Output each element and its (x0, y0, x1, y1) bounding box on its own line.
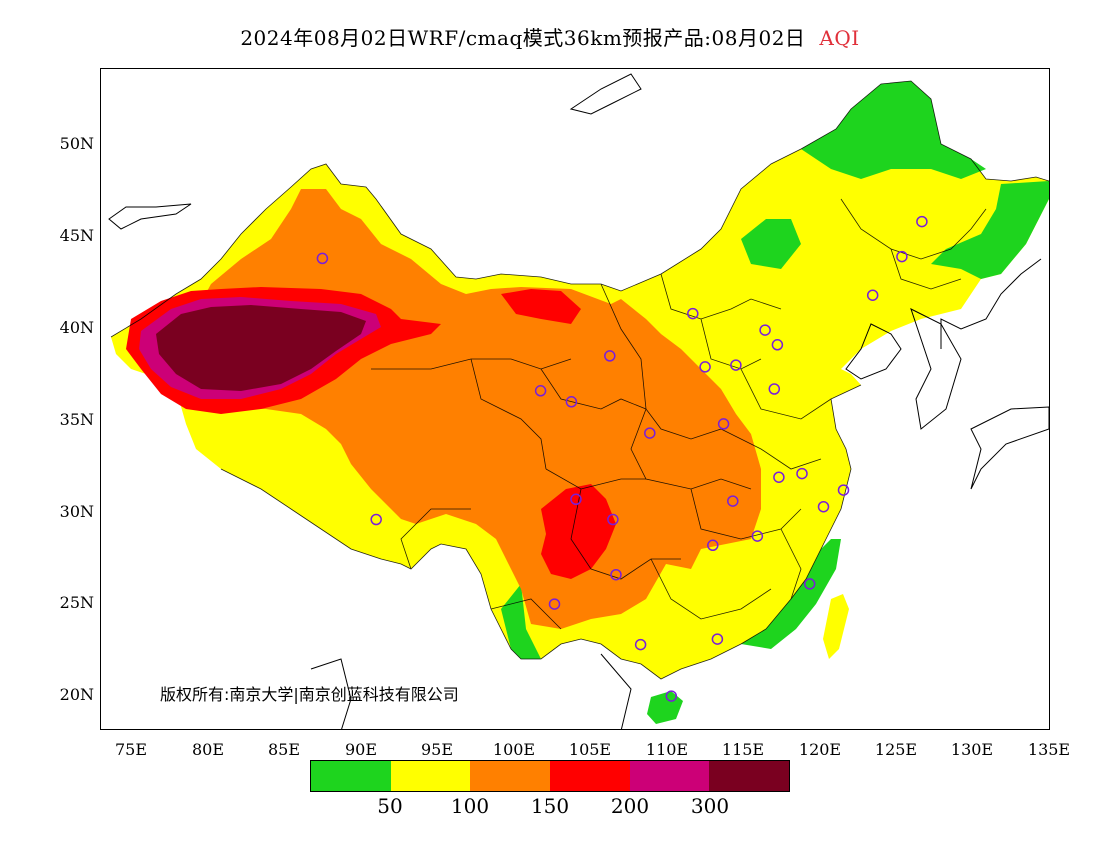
aqi-region-green-se (741, 539, 841, 649)
city-marker-wuhan (727, 495, 739, 507)
city-marker-guiyang (610, 568, 622, 581)
aqi-map (108, 73, 1049, 729)
copyright-notice: 版权所有:南京大学|南京创蓝科技有限公司 (160, 685, 459, 704)
lon-label-85e: 85E (267, 740, 301, 759)
city-marker-shijiazhuang (730, 359, 742, 371)
city-marker-fuzhou (803, 578, 816, 590)
aqi-region-red-north (501, 289, 581, 324)
legend-swatch-green (311, 761, 391, 791)
lat-label-35n: 35N (59, 410, 94, 429)
lat-label-25n: 25N (59, 593, 94, 612)
title-main: 2024年08月02日WRF/cmaq模式36km预报产品:08月02日 (240, 26, 806, 50)
legend-label-300: 300 (690, 794, 730, 818)
lon-label-80e: 80E (191, 740, 225, 759)
city-marker-taiyuan (699, 361, 711, 373)
city-marker-changsha (707, 539, 719, 552)
legend-swatch-orange (470, 761, 551, 791)
city-marker-harbin (916, 215, 928, 228)
lat-label-20n: 20N (59, 685, 94, 704)
city-marker-hefei (773, 471, 785, 483)
legend-label-150: 150 (530, 794, 570, 818)
city-marker-tianjin (771, 339, 784, 351)
legend-swatch-darkred (709, 761, 790, 791)
city-marker-shenyang (866, 289, 879, 301)
aqi-region-red-sichuan (541, 484, 616, 579)
city-marker-lhasa (370, 513, 382, 526)
city-marker-hohhot (687, 307, 699, 320)
legend-label-100: 100 (450, 794, 490, 818)
city-markers (316, 215, 928, 702)
lat-label-50n: 50N (59, 134, 94, 153)
city-marker-xian (644, 427, 656, 439)
lat-label-30n: 30N (59, 502, 94, 521)
taiwan-island (823, 594, 849, 659)
aqi-region-green-e (931, 181, 1049, 279)
province-borders (110, 80, 1049, 680)
city-marker-yinchuan (604, 350, 616, 362)
lon-label-120e: 120E (798, 740, 842, 759)
aqi-legend (310, 760, 790, 792)
city-marker-jinan (768, 383, 781, 395)
lon-label-95e: 95E (420, 740, 454, 759)
city-marker-haikou (665, 690, 678, 702)
lon-label-135e: 135E (1027, 740, 1071, 759)
map-title: 2024年08月02日WRF/cmaq模式36km预报产品:08月02日 AQI (0, 22, 1100, 51)
city-marker-chongqing (607, 513, 619, 526)
aqi-fields (111, 81, 1049, 724)
city-marker-beijing (759, 324, 771, 336)
aqi-region-green-ne (801, 81, 986, 179)
city-marker-hangzhou (817, 500, 830, 513)
city-marker-xining (534, 385, 547, 397)
legend-label-200: 200 (610, 794, 650, 818)
aqi-region-green-s (501, 584, 541, 659)
city-marker-guangzhou (711, 633, 724, 645)
lat-label-45n: 45N (59, 226, 94, 245)
lon-label-130e: 130E (950, 740, 994, 759)
map-frame (100, 68, 1050, 730)
legend-swatch-red (550, 761, 630, 791)
city-marker-zhengzhou (717, 418, 730, 430)
legend-swatch-magenta (629, 761, 710, 791)
city-marker-shanghai (837, 484, 850, 496)
city-marker-nanchang (751, 530, 764, 542)
city-marker-kunming (548, 598, 561, 610)
city-marker-lanzhou (565, 396, 578, 408)
lon-label-90e: 90E (344, 740, 378, 759)
city-marker-changchun (896, 250, 908, 263)
lon-label-110e: 110E (645, 740, 689, 759)
coastlines (108, 73, 1049, 729)
lon-label-115e: 115E (721, 740, 765, 759)
aqi-region-green-n (741, 219, 801, 269)
legend-label-50: 50 (377, 794, 403, 818)
legend-swatch-yellow (390, 761, 471, 791)
city-marker-urumqi (316, 252, 329, 265)
hainan-island (647, 691, 683, 724)
lat-label-40n: 40N (59, 318, 94, 337)
lon-label-100e: 100E (492, 740, 536, 759)
title-variable: AQI (819, 26, 860, 50)
lon-label-105e: 105E (568, 740, 612, 759)
lon-label-125e: 125E (874, 740, 918, 759)
city-marker-chengdu (570, 493, 582, 506)
city-marker-nanning (634, 638, 647, 651)
aqi-region-darkred (156, 305, 366, 391)
city-marker-nanjing (796, 467, 808, 480)
lon-label-75e: 75E (114, 740, 148, 759)
